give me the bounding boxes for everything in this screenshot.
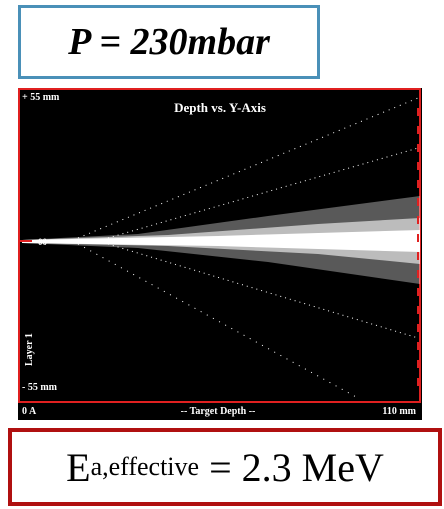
plot-title: Depth vs. Y-Axis xyxy=(174,100,266,115)
plot: + 55 mm Depth vs. Y-Axis 00 Layer 1 - 55… xyxy=(18,88,422,420)
x-left-label: 0 A xyxy=(22,406,37,417)
energy-subscript: a,effective xyxy=(91,452,200,482)
pressure-label: P = 230mbar xyxy=(68,20,270,64)
y-mid-label: 00 xyxy=(38,237,48,247)
layer-label: Layer 1 xyxy=(24,333,35,366)
y-bottom-label: - 55 mm xyxy=(22,382,58,393)
energy-symbol: E xyxy=(66,444,90,491)
pressure-box: P = 230mbar xyxy=(18,5,320,79)
y-top-label: + 55 mm xyxy=(22,92,60,103)
x-right-label: 110 mm xyxy=(382,406,416,417)
energy-value: = 2.3 MeV xyxy=(209,444,384,491)
screen: P = 230mbar + 55 mm Depth vs. Y-Axis 00 … xyxy=(0,0,444,509)
x-axis-label: -- Target Depth -- xyxy=(181,406,256,417)
